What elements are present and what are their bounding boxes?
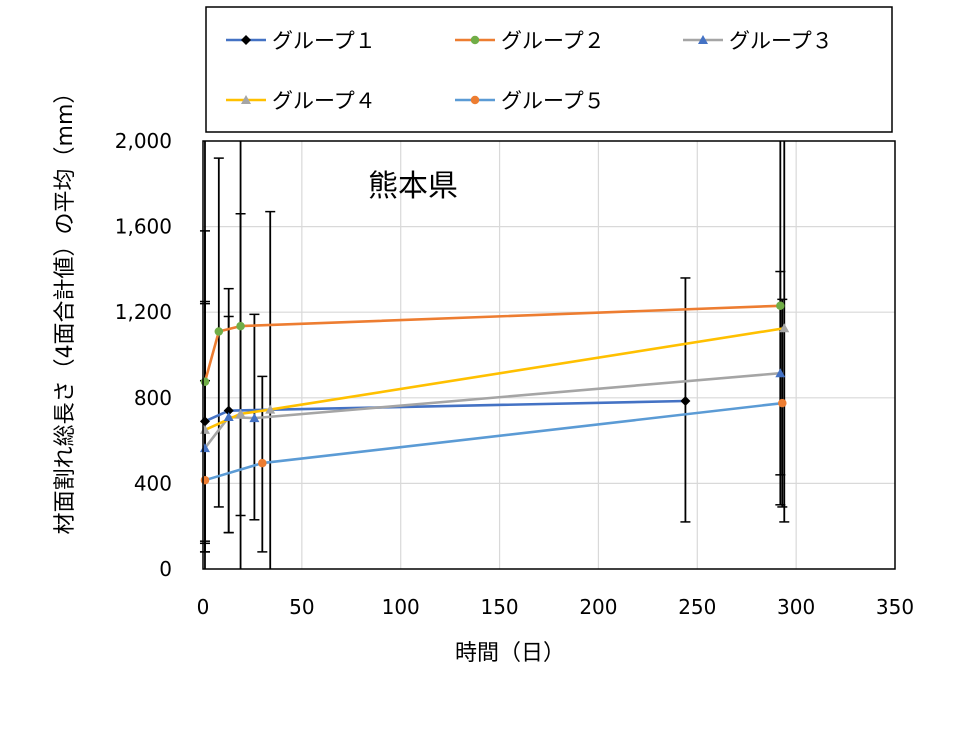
y-axis-title: 材面割れ総長さ（4面合計値）の平均（mm） <box>53 82 78 535</box>
legend-marker <box>698 35 708 44</box>
y-tick-label: 1,200 <box>115 300 172 324</box>
y-tick-labels: 0 400 800 1,200 1,600 2,000 <box>115 129 172 581</box>
legend-box <box>205 6 893 133</box>
data-point <box>258 458 267 468</box>
y-tick-label: 1,600 <box>115 215 172 239</box>
y-tick-label: 2,000 <box>115 129 172 153</box>
series-line <box>204 326 785 432</box>
data-point <box>775 368 786 378</box>
data-point <box>223 412 234 422</box>
y-tick-label: 400 <box>134 471 172 495</box>
legend-label: グループ３ <box>729 29 833 53</box>
data-point <box>236 321 245 331</box>
data-point <box>778 398 787 408</box>
x-tick-label: 250 <box>678 595 716 619</box>
x-tick-labels: 0 50 100 150 200 250 300 350 <box>197 595 914 619</box>
series-line <box>203 304 781 383</box>
plot-frame <box>202 140 896 570</box>
legend-marker <box>470 35 480 45</box>
legend-marker <box>241 35 251 45</box>
x-tick-label: 50 <box>289 595 314 619</box>
data-point <box>265 404 276 414</box>
data-point <box>235 408 246 418</box>
x-axis-title: 時間（日） <box>455 641 565 666</box>
plot-area <box>203 141 895 569</box>
y-tick-label: 0 <box>159 557 172 581</box>
data-point <box>214 327 224 336</box>
legend: グループ１ グループ２ グループ３ グループ４ グループ５ <box>226 29 833 113</box>
legend-marker <box>241 95 251 104</box>
legend-label: グループ２ <box>501 29 605 53</box>
x-tick-label: 150 <box>480 595 518 619</box>
x-tick-label: 0 <box>197 595 210 619</box>
series-markers <box>199 301 790 485</box>
chart-annotation: 熊本県 <box>368 169 458 204</box>
data-point <box>223 405 234 416</box>
data-point <box>680 396 691 407</box>
data-point <box>249 413 260 423</box>
data-point <box>776 301 785 311</box>
data-point <box>200 377 210 386</box>
legend-label: グループ４ <box>272 89 376 113</box>
legend-marker <box>470 95 480 105</box>
x-tick-label: 300 <box>777 595 815 619</box>
data-point <box>200 475 210 485</box>
y-tick-label: 800 <box>134 386 172 410</box>
legend-label: グループ１ <box>272 29 376 53</box>
x-tick-label: 350 <box>876 595 914 619</box>
x-tick-label: 100 <box>382 595 420 619</box>
x-tick-label: 200 <box>579 595 617 619</box>
data-point <box>779 323 790 333</box>
legend-label: グループ５ <box>501 89 605 113</box>
